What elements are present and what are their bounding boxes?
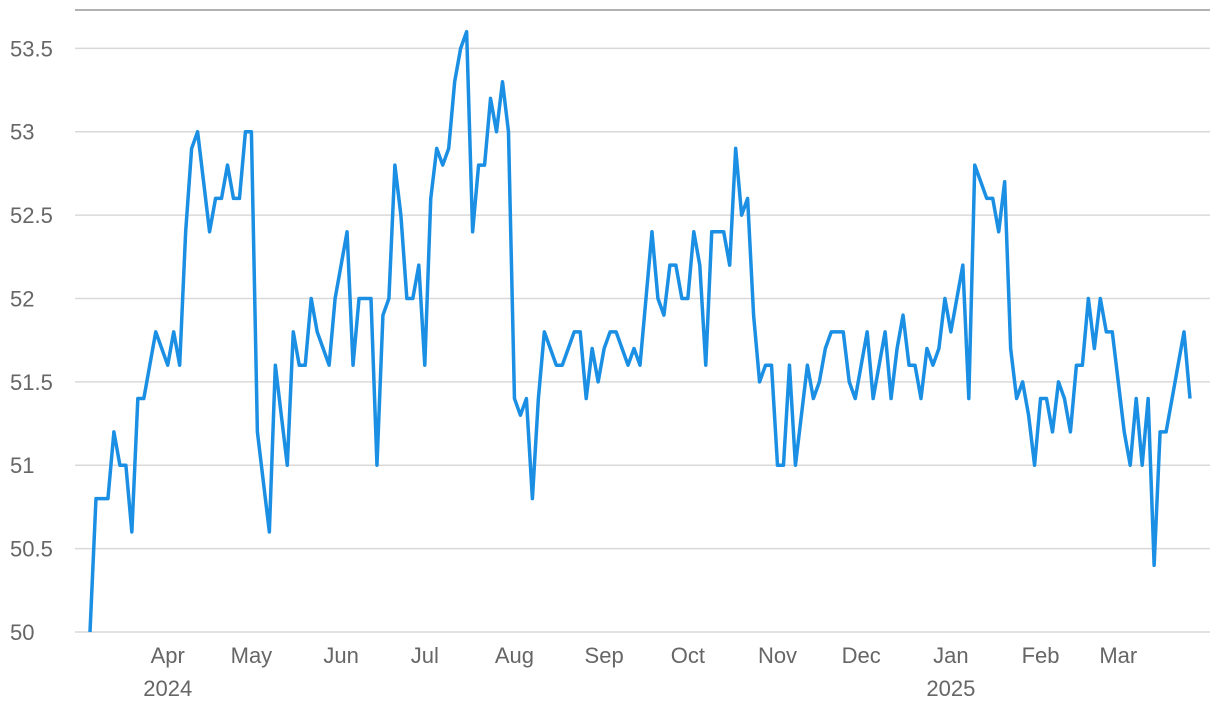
y-tick-label: 51 [10,453,34,478]
data-line [88,29,1192,633]
y-tick-label: 50 [10,620,34,645]
x-tick-label: Jul [411,643,439,668]
x-tick-label: Dec [842,643,881,668]
x-tick-label: Nov [758,643,797,668]
y-tick-label: 51.5 [10,370,53,395]
y-tick-label: 50.5 [10,537,53,562]
y-tick-label: 53.5 [10,36,53,61]
x-tick-label: Jan 2025 [926,643,975,701]
y-tick-label: 52.5 [10,203,53,228]
x-tick-label: Sep [585,643,624,668]
x-tick-label: May [231,643,273,668]
x-tick-label: Aug [495,643,534,668]
x-tick-label: Jun [323,643,358,668]
x-tick-label: Apr 2024 [143,643,192,701]
y-tick-label: 52 [10,286,34,311]
y-tick-label: 53 [10,120,34,145]
x-tick-label: Mar [1099,643,1137,668]
x-tick-label: Oct [671,643,705,668]
x-tick-label: Feb [1022,643,1060,668]
